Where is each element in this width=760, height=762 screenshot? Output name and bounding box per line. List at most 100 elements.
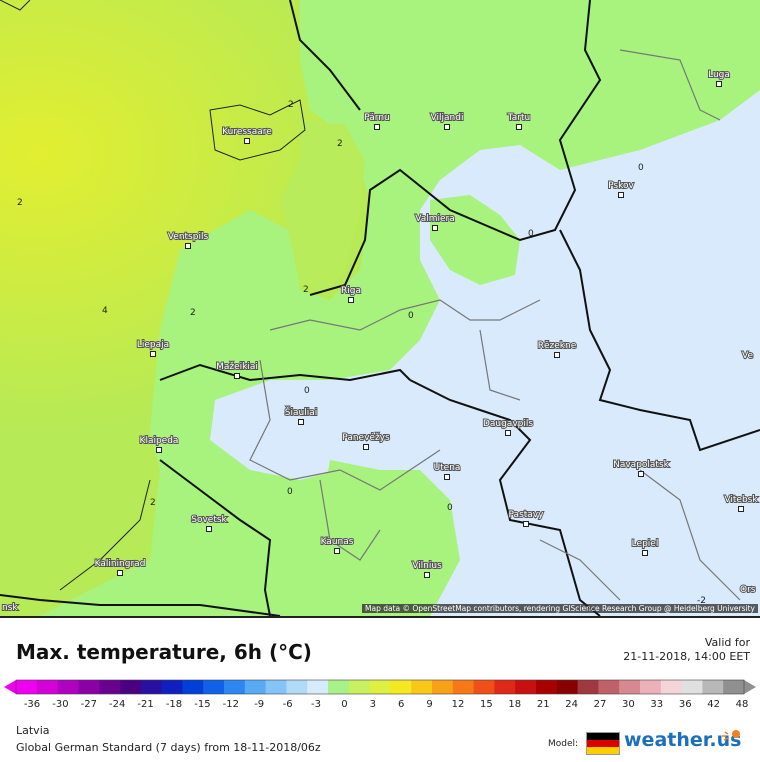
cool-area-east: [210, 90, 760, 616]
scale-swatch: [598, 680, 620, 694]
scale-tick-label: 36: [679, 699, 692, 710]
scale-tick-label: -15: [194, 699, 210, 710]
city-marker: [516, 124, 522, 130]
scale-swatch: [328, 680, 350, 694]
city-marker: [444, 124, 450, 130]
city-marker: [716, 81, 722, 87]
scale-min-arrow: [4, 680, 16, 694]
weather-map[interactable]: 2 2 2 2 4 2 0 0 0 0 0 0 2 -2 Pärnu Viljandi Tartu Luga Ku…: [0, 0, 760, 616]
city-label: Kaunas: [321, 537, 354, 547]
scale-swatch: [224, 680, 246, 694]
isotherm-label: 2: [288, 100, 294, 110]
isotherm-label: 2: [337, 139, 343, 149]
city-marker: [334, 548, 340, 554]
scale-tick-label: -24: [109, 699, 125, 710]
isotherm-label: 2: [17, 198, 23, 208]
city-label: Pskov: [608, 181, 634, 191]
chart-title: Max. temperature, 6h (°C): [16, 640, 312, 664]
scale-swatch: [16, 680, 38, 694]
scale-swatch: [203, 680, 225, 694]
model-run: Global German Standard (7 days) from 18-…: [16, 741, 321, 754]
city-marker: [150, 351, 156, 357]
scale-tick-label: 27: [594, 699, 607, 710]
scale-swatch: [390, 680, 412, 694]
scale-tick-label: 6: [398, 699, 404, 710]
scale-tick-label: 0: [341, 699, 347, 710]
city-label: Vilnius: [412, 561, 442, 571]
city-label: Ventspils: [168, 232, 209, 242]
city-marker: [444, 474, 450, 480]
scale-outline: [15, 679, 745, 695]
scale-swatch: [660, 680, 683, 694]
isotherm-label: 0: [638, 163, 644, 173]
city-label: Utena: [434, 463, 461, 473]
scale-max-arrow: [744, 680, 756, 694]
city-label: Kaliningrad: [95, 559, 146, 569]
scale-swatch: [577, 680, 599, 694]
scale-swatch: [432, 680, 454, 694]
scale-swatch: [369, 680, 391, 694]
city-label: Klaipeda: [140, 436, 179, 446]
city-label: Riga: [341, 286, 361, 296]
city-marker: [117, 570, 123, 576]
city-marker: [618, 192, 624, 198]
scale-swatch: [515, 680, 537, 694]
scale-tick-label: 3: [370, 699, 376, 710]
isotherm-label: 2: [190, 308, 196, 318]
city-marker: [432, 225, 438, 231]
scale-tick-label: -9: [254, 699, 264, 710]
city-label: Tartu: [507, 113, 530, 123]
scale-swatch: [140, 680, 163, 694]
temperature-scale: -36 -30 -27 -24 -21 -18 -15 -12 -9 -6 -3 0 3 6 9 12 15 18…: [4, 679, 756, 710]
isotherm-label: 0: [287, 487, 293, 497]
scale-tick-label: 18: [508, 699, 521, 710]
scale-swatch: [411, 680, 433, 694]
city-label: Valmiera: [415, 214, 455, 224]
coastline: [0, 0, 306, 591]
scale-swatch: [161, 680, 183, 694]
city-marker: [554, 352, 560, 358]
scale-swatch: [286, 680, 308, 694]
gulf-of-riga: [280, 120, 365, 295]
scale-tick-label: 33: [650, 699, 663, 710]
city-label: Kuressaare: [222, 127, 272, 137]
scale-swatch: [99, 680, 121, 694]
valid-label: Valid for: [704, 636, 750, 649]
edge-city-label: nsk: [2, 603, 18, 613]
city-label: Lepiel: [632, 539, 659, 549]
city-marker: [738, 506, 744, 512]
isotherm-label: 0: [447, 503, 453, 513]
isotherm-label: 2: [150, 498, 156, 508]
valid-for: Valid for 21-11-2018, 14:00 EET: [623, 636, 750, 664]
scale-tick-label: 30: [622, 699, 635, 710]
isotherm-label: 4: [102, 306, 108, 316]
city-marker: [156, 447, 162, 453]
scale-swatch: [473, 680, 495, 694]
valid-time: 21-11-2018, 14:00 EET: [623, 650, 750, 663]
brand-logo[interactable]: weather.us: [624, 729, 742, 751]
city-marker: [505, 430, 511, 436]
weather-logo-icon: [722, 730, 740, 741]
region-name: Latvia: [16, 724, 50, 737]
city-label: Viljandi: [431, 113, 464, 123]
city-label: Pärnu: [364, 113, 390, 123]
isotherm-label: -2: [697, 596, 706, 606]
city-marker: [638, 471, 644, 477]
scale-tick-label: -21: [137, 699, 153, 710]
green-pocket: [430, 195, 520, 285]
scale-swatch: [307, 680, 329, 694]
scale-swatch: [619, 680, 641, 694]
isotherm-label: 0: [528, 229, 534, 239]
scale-tick-label: 9: [426, 699, 432, 710]
city-marker: [185, 243, 191, 249]
isotherm-label: 0: [304, 386, 310, 396]
footer-panel: Max. temperature, 6h (°C) Valid for 21-1…: [0, 616, 760, 762]
scale-swatch: [640, 680, 662, 694]
scale-swatch: [702, 680, 724, 694]
city-marker: [298, 419, 304, 425]
city-label: Panevėžys: [342, 433, 390, 443]
scale-tick-label: 42: [707, 699, 720, 710]
scale-tick-label: 48: [736, 699, 749, 710]
city-marker: [424, 572, 430, 578]
map-attribution: Map data © OpenStreetMap contributors, r…: [362, 604, 758, 613]
